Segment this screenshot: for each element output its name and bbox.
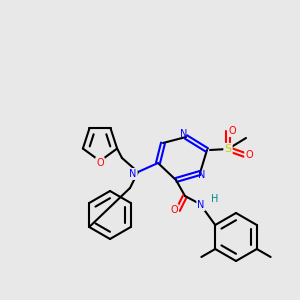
Text: O: O bbox=[245, 150, 253, 160]
Text: N: N bbox=[198, 170, 206, 180]
Text: N: N bbox=[129, 169, 137, 179]
Text: N: N bbox=[197, 200, 205, 210]
Text: O: O bbox=[96, 158, 104, 168]
Text: H: H bbox=[211, 194, 219, 204]
Text: O: O bbox=[170, 205, 178, 215]
Text: O: O bbox=[228, 126, 236, 136]
Text: S: S bbox=[224, 144, 232, 154]
Text: N: N bbox=[180, 129, 188, 139]
